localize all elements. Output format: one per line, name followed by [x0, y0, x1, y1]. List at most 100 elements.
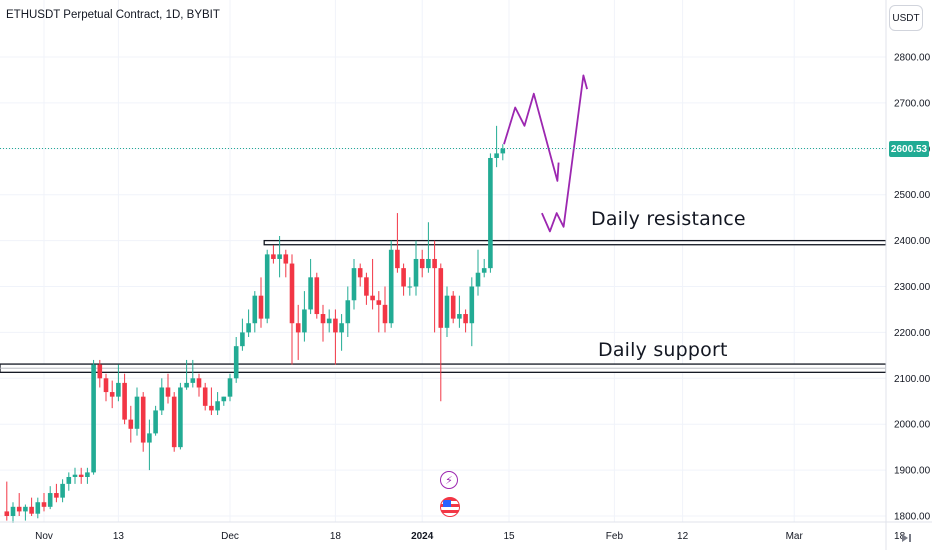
price-axis: 1800.00 1900.00 2000.00 2100.00 2200.00 2300.…: [885, 0, 932, 550]
candle-body: [463, 314, 468, 324]
price-tick-label: 2500.00: [894, 190, 931, 201]
candle-body: [475, 272, 481, 287]
candlesticks: [4, 125, 506, 523]
candle-body: [277, 254, 282, 259]
candle-body: [302, 309, 307, 333]
projection-line-2: [541, 74, 588, 233]
candle-body: [314, 277, 320, 315]
candle-body: [147, 433, 152, 443]
projection-line-1: [503, 92, 560, 182]
candle-body: [364, 277, 369, 296]
candle-body: [165, 387, 171, 397]
candle-body: [401, 268, 406, 287]
price-tick-label: 2400.00: [894, 236, 931, 247]
candle-body: [35, 502, 41, 514]
candle-body: [240, 332, 245, 347]
time-tick-label: 18: [330, 531, 342, 542]
time-tick-label: Mar: [786, 531, 804, 542]
last-price-label: 2600.53: [889, 141, 929, 157]
candle-body: [202, 387, 208, 406]
candle-body: [54, 493, 59, 498]
candle-body: [450, 295, 456, 319]
price-tick-label: 2800.00: [894, 53, 931, 64]
candle-body: [320, 314, 326, 324]
resistance-label: Daily resistance: [591, 208, 746, 230]
scroll-to-realtime-button[interactable]: [889, 528, 923, 548]
candle-body: [432, 258, 437, 269]
candle-body: [215, 401, 220, 411]
candle-body: [481, 268, 487, 273]
grid-lines: [0, 0, 901, 522]
time-tick-label: Feb: [606, 531, 624, 542]
candle-body: [388, 249, 394, 324]
price-tick-label: 2300.00: [894, 282, 931, 293]
chart-title: ETHUSDT Perpetual Contract, 1D, BYBIT: [6, 9, 220, 21]
candle-body: [153, 410, 158, 434]
price-tick-label: 2100.00: [894, 374, 931, 385]
currency-button[interactable]: USDT: [889, 5, 923, 31]
projection-drawing: [503, 74, 588, 233]
support-label: Daily support: [598, 339, 728, 361]
candle-body: [345, 300, 351, 324]
candle-body: [85, 472, 90, 477]
time-tick-label: 15: [503, 531, 515, 542]
time-axis: Nov 13 Dec 18 2024 15 Feb 12 Mar 18: [0, 521, 932, 542]
candle-body: [326, 318, 332, 324]
candle-body: [382, 304, 388, 324]
candle-body: [246, 323, 251, 333]
candle-body: [196, 378, 202, 388]
candle-body: [370, 295, 375, 301]
candle-body: [457, 314, 462, 319]
candle-body: [221, 396, 227, 402]
candle-body: [29, 506, 34, 514]
candle-body: [41, 502, 47, 507]
candle-body: [426, 258, 431, 269]
price-tick-label: 1900.00: [894, 466, 931, 477]
candle-body: [258, 295, 264, 319]
candle-body: [308, 277, 313, 310]
candle-body: [444, 295, 450, 328]
candle-body: [376, 300, 382, 305]
time-tick-label: 2024: [411, 531, 434, 542]
candle-body: [438, 268, 444, 328]
candle-body: [494, 153, 499, 158]
candle-body: [469, 286, 475, 324]
candle-body: [16, 506, 22, 512]
time-tick-label: Nov: [35, 531, 53, 542]
candle-body: [134, 396, 140, 429]
candle-body: [178, 387, 183, 448]
candle-body: [413, 258, 419, 287]
candle-body: [227, 378, 233, 397]
candle-body: [91, 364, 96, 473]
candle-body: [128, 419, 134, 429]
candle-body: [271, 254, 276, 259]
candle-body: [190, 378, 196, 383]
candle-body: [264, 254, 270, 319]
candle-body: [4, 511, 10, 516]
candle-body: [295, 323, 301, 333]
candle-body: [233, 346, 239, 379]
candle-body: [47, 493, 53, 507]
candle-body: [23, 506, 28, 512]
candle-body: [140, 396, 146, 443]
candle-body: [283, 254, 289, 264]
candle-body: [500, 148, 506, 154]
candle-body: [109, 392, 115, 397]
candle-body: [171, 396, 177, 448]
price-tick-label: 2000.00: [894, 420, 931, 431]
candle-body: [351, 268, 357, 301]
candle-body: [10, 506, 16, 516]
candle-body: [122, 382, 127, 420]
price-tick-label: 1800.00: [894, 512, 931, 523]
candle-body: [159, 387, 165, 411]
price-tick-label: 2200.00: [894, 328, 931, 339]
candle-body: [333, 318, 338, 333]
candle-body: [97, 364, 103, 379]
price-axis-bg: [886, 0, 932, 550]
time-tick-label: 18: [894, 531, 906, 542]
lightning-icon[interactable]: ⚡: [440, 471, 458, 489]
time-tick-label: Dec: [221, 531, 239, 542]
candle-body: [60, 483, 65, 498]
us-flag-icon[interactable]: [440, 497, 460, 517]
